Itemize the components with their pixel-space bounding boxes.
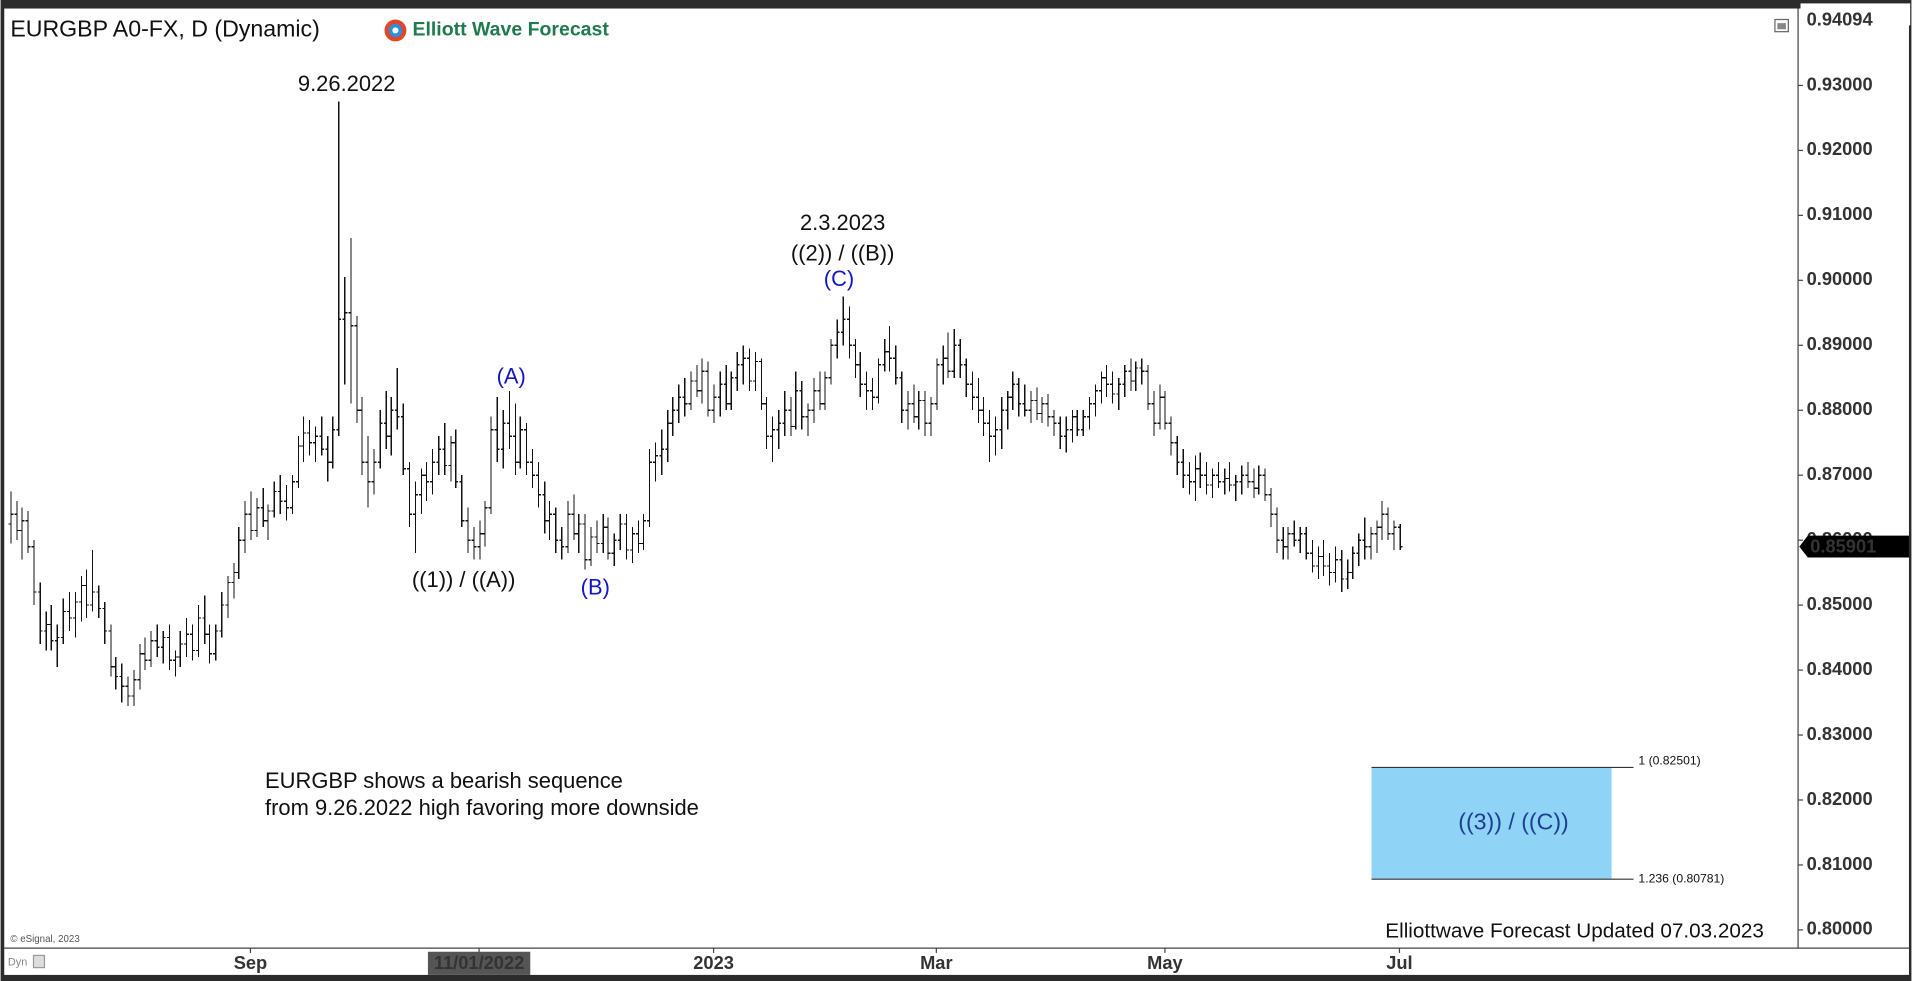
axes: 0.80000 0.81000 0.82000 0.83000 0.84000 0.850… [234, 3, 1911, 975]
wave-label: ((1)) / ((A)) [412, 567, 515, 592]
fib-label: 1.236 (0.80781) [1638, 871, 1724, 885]
x-tick-label: Jul [1386, 952, 1412, 973]
wave-label: (A) [497, 364, 526, 389]
wave-label: (C) [824, 266, 854, 291]
x-tick-label: May [1147, 952, 1183, 973]
commentary-line: EURGBP shows a bearish sequence [265, 768, 623, 793]
logo-icon-core [392, 27, 399, 34]
corner-icon[interactable] [32, 954, 46, 969]
restore-button-glyph [1777, 23, 1786, 30]
top-price-box [1800, 3, 1911, 26]
commentary-line: from 9.26.2022 high favoring more downsi… [265, 795, 699, 820]
annotations: 9.26.2022 2.3.2023 ((2)) / ((B))(C) (A) ((1)… [298, 71, 894, 599]
wave-label: 9.26.2022 [298, 71, 396, 96]
y-tick-label: 0.88000 [1807, 398, 1873, 419]
y-tick-label: 0.81000 [1807, 853, 1873, 874]
copyright: © eSignal, 2023 [10, 934, 79, 945]
last-price-label: 0.85901 [1810, 536, 1876, 557]
corner-label: Dyn [8, 957, 27, 969]
brand-logo [384, 19, 407, 42]
y-tick-label: 0.84000 [1807, 658, 1873, 679]
y-tick-label: 0.91000 [1807, 203, 1873, 224]
y-tick-label: 0.90000 [1807, 268, 1873, 289]
wave-label: (B) [581, 574, 610, 599]
window-button[interactable] [1774, 18, 1789, 33]
x-tick-label: Sep [234, 952, 268, 973]
y-tick-label: 0.92000 [1807, 138, 1873, 159]
fib-label: 1 (0.82501) [1638, 754, 1700, 768]
footer-note: Elliottwave Forecast Updated 07.03.2023 [1385, 920, 1764, 943]
wave-label: 2.3.2023 [800, 210, 885, 235]
target-zone-label: ((3)) / ((C)) [1458, 808, 1569, 834]
y-tick-label: 0.83000 [1807, 723, 1873, 744]
y-tick-label: 0.93000 [1807, 73, 1873, 94]
x-tick-highlight [427, 951, 531, 975]
last-price-tag [1799, 535, 1909, 558]
plot-area: 1 (0.82501) 1.236 (0.80781) ((3)) / ((C)) [8, 101, 1724, 885]
x-tick-label: 2023 [693, 952, 734, 973]
top-price-label: 0.94094 [1807, 8, 1874, 29]
x-tick-label: 11/01/2022 [434, 952, 524, 973]
y-tick-label: 0.82000 [1807, 788, 1873, 809]
y-tick-label: 0.80000 [1807, 918, 1873, 939]
y-tick-label: 0.89000 [1807, 333, 1873, 354]
y-tick-label: 0.87000 [1807, 463, 1873, 484]
x-tick-label: Mar [920, 952, 952, 973]
wave-label: ((2)) / ((B)) [791, 240, 895, 265]
y-tick-label: 0.85000 [1807, 593, 1873, 614]
chart-title: EURGBP A0-FX, D (Dynamic) [10, 16, 319, 42]
brand-name: Elliott Wave Forecast [412, 19, 609, 41]
target-zone [1371, 767, 1612, 880]
chart-background [4, 8, 1909, 975]
